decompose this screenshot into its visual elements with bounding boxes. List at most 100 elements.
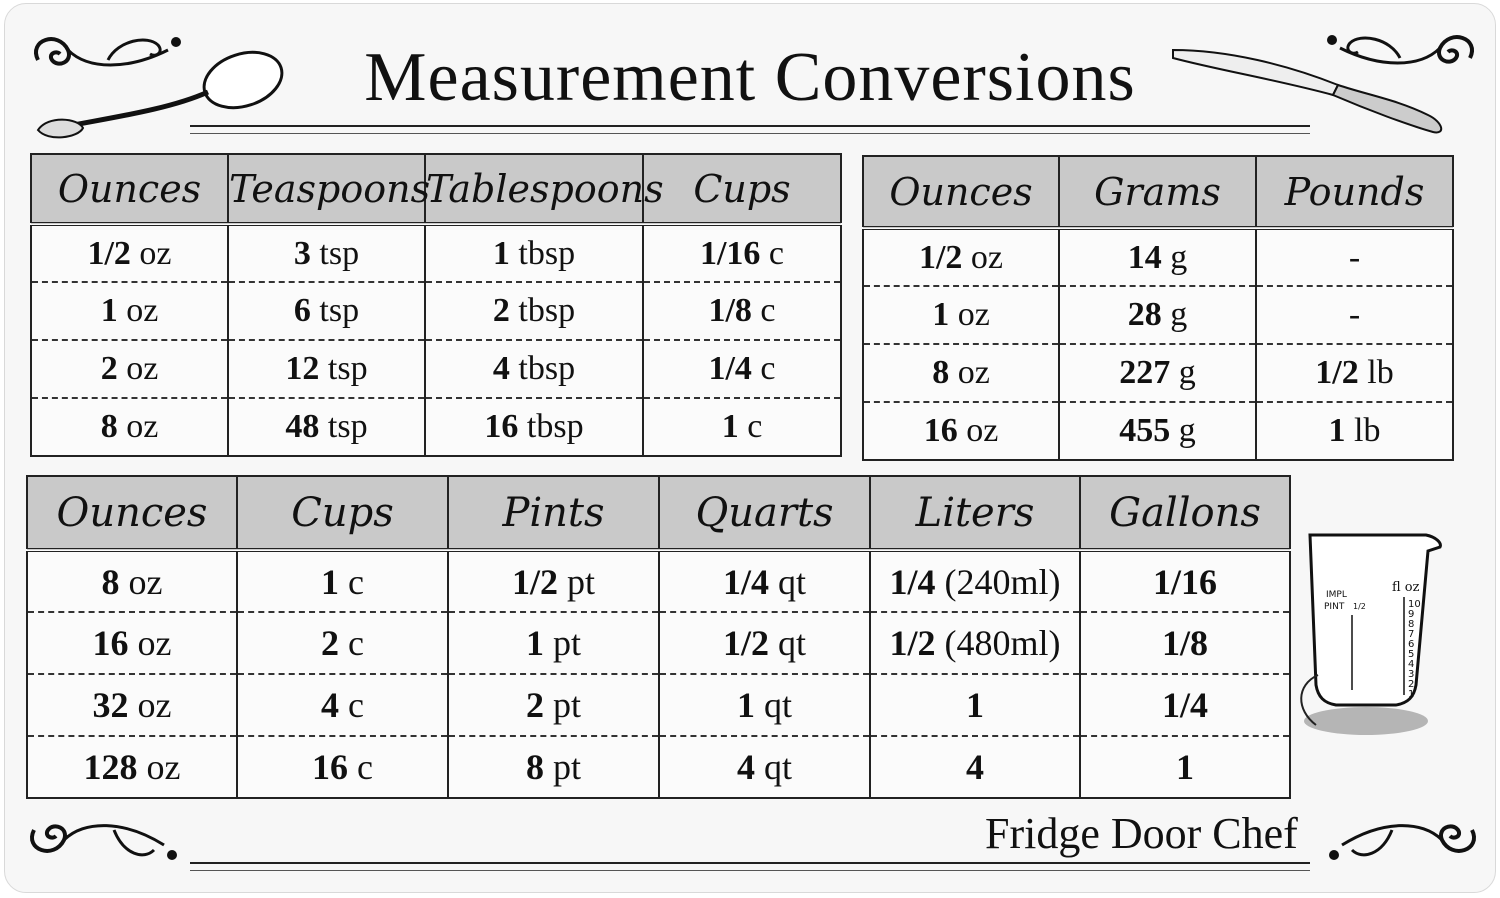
table-cell: 1 [1079, 736, 1291, 798]
table-row: 8 oz 227 g 1/2 lb [862, 344, 1454, 403]
column-header: Cups [642, 154, 842, 226]
scroll-ornament-icon [34, 37, 181, 67]
table-cell: 12 tsp [227, 340, 426, 399]
table-cell: 2 tbsp [424, 282, 644, 341]
table-cell: 1/2 lb [1255, 344, 1454, 403]
table-cell: 8 pt [447, 736, 660, 798]
table-row: 1 oz 6 tsp 2 tbsp 1/8 c [30, 282, 842, 341]
table-row: 16 oz 2 c 1 pt 1/2 qt 1/2 (480ml) 1/8 [26, 612, 1291, 675]
footer-line-thin [190, 870, 1310, 871]
table-cell: 1 qt [658, 674, 871, 737]
table-cell: 1 pt [447, 612, 660, 675]
table-row: 32 oz 4 c 2 pt 1 qt 1 1/4 [26, 674, 1291, 737]
table-cell: 16 c [236, 736, 449, 798]
scale-6: 6 [1408, 639, 1414, 650]
brand-name: Fridge Door Chef [985, 809, 1298, 858]
table-cell: - [1255, 228, 1454, 287]
table-row: 1 oz 28 g - [862, 286, 1454, 345]
table-cell: 1 lb [1255, 402, 1454, 460]
table-cell: - [1255, 286, 1454, 345]
table-header-row: Ounces Grams Pounds [862, 156, 1454, 230]
table-cell: 1/2 qt [658, 612, 871, 675]
column-header: Pounds [1255, 156, 1454, 230]
table-cell: 4 tbsp [424, 340, 644, 399]
scale-10: 10 [1408, 599, 1421, 610]
table-cell: 14 g [1058, 228, 1257, 287]
column-header: Liters [869, 476, 1081, 552]
column-header: Tablespoons [424, 154, 664, 226]
half-label: 1/2 [1353, 602, 1366, 611]
scroll-ornament-icon [1327, 35, 1474, 65]
scale-9: 9 [1408, 609, 1414, 620]
table-cell: 28 g [1058, 286, 1257, 345]
scale-4: 4 [1408, 659, 1414, 670]
table-header-row: Ounces Cups Pints Quarts Liters Gallons [26, 476, 1291, 552]
title-underline [190, 125, 1310, 127]
table-cell: 1/4 c [642, 340, 842, 399]
table-cell: 1/8 [1079, 612, 1291, 675]
table-row: 2 oz 12 tsp 4 tbsp 1/4 c [30, 340, 842, 399]
table-cell: 2 oz [30, 340, 229, 399]
column-header: Pints [447, 476, 660, 552]
column-header: Teaspoons [227, 154, 430, 226]
measuring-cup-icon: IMPL PINT 1/2 fl oz 10 9 8 7 6 5 4 3 2 1 [1300, 533, 1442, 735]
table-cell: 1/16 [1079, 550, 1291, 613]
table-cell: 1/2 oz [30, 224, 229, 283]
table-cell: 1/8 c [642, 282, 842, 341]
liquid-conversion-table: Ounces Cups Pints Quarts Liters Gallons … [26, 475, 1291, 799]
knife-icon [1172, 48, 1443, 134]
spoon-icon [36, 50, 284, 139]
volume-conversion-table: Ounces Teaspoons Tablespoons Cups 1/2 oz… [30, 153, 842, 457]
table-cell: 1 tbsp [424, 224, 644, 283]
column-header: Ounces [26, 476, 238, 552]
table-cell: 1/16 c [642, 224, 842, 283]
table-cell: 16 oz [26, 612, 238, 675]
impl-label: IMPL [1326, 590, 1347, 600]
scale-7: 7 [1408, 629, 1414, 640]
column-header: Quarts [658, 476, 871, 552]
table-cell: 6 tsp [227, 282, 426, 341]
column-header: Gallons [1079, 476, 1291, 552]
table-cell: 1/4 (240ml) [869, 550, 1081, 613]
table-cell: 48 tsp [227, 398, 426, 456]
table-cell: 16 oz [862, 402, 1060, 460]
table-row: 1/2 oz 3 tsp 1 tbsp 1/16 c [30, 224, 842, 283]
column-header: Ounces [30, 154, 229, 226]
column-header: Cups [236, 476, 449, 552]
scale-8: 8 [1408, 619, 1414, 630]
table-cell: 8 oz [30, 398, 229, 456]
table-cell: 1/2 (480ml) [869, 612, 1081, 675]
table-row: 8 oz 1 c 1/2 pt 1/4 qt 1/4 (240ml) 1/16 [26, 550, 1291, 613]
table-cell: 1 [869, 674, 1081, 737]
table-cell: 16 tbsp [424, 398, 644, 456]
table-cell: 8 oz [26, 550, 238, 613]
table-cell: 455 g [1058, 402, 1257, 460]
table-cell: 4 qt [658, 736, 871, 798]
page-title: Measurement Conversions [364, 39, 1136, 116]
table-cell: 4 [869, 736, 1081, 798]
scale-1: 1 [1408, 689, 1414, 700]
table-row: 16 oz 455 g 1 lb [862, 402, 1454, 460]
scale-2: 2 [1408, 679, 1414, 690]
pint-label: PINT [1324, 602, 1345, 612]
table-cell: 1 c [642, 398, 842, 456]
table-cell: 1/4 [1079, 674, 1291, 737]
scroll-ornament-icon [30, 824, 177, 860]
table-cell: 1/2 pt [447, 550, 660, 613]
table-cell: 1/4 qt [658, 550, 871, 613]
column-header: Ounces [862, 156, 1060, 230]
table-cell: 32 oz [26, 674, 238, 737]
table-cell: 1 oz [30, 282, 229, 341]
table-cell: 128 oz [26, 736, 238, 798]
table-cell: 3 tsp [227, 224, 426, 283]
weight-conversion-table: Ounces Grams Pounds 1/2 oz 14 g - 1 oz 2… [862, 155, 1454, 461]
column-header: Grams [1058, 156, 1257, 230]
scale-5: 5 [1408, 649, 1414, 660]
table-cell: 2 pt [447, 674, 660, 737]
table-row: 1/2 oz 14 g - [862, 228, 1454, 287]
floz-label: fl oz [1392, 580, 1420, 595]
footer-line [190, 862, 1310, 864]
table-cell: 4 c [236, 674, 449, 737]
table-cell: 2 c [236, 612, 449, 675]
scroll-ornament-icon [1329, 824, 1476, 860]
